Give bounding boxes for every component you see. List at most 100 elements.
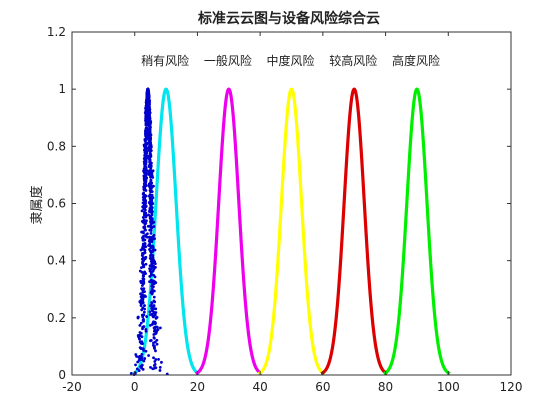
y-tick-label: 1 — [58, 82, 66, 96]
cloud-drop — [148, 280, 151, 284]
cloud-drop — [142, 157, 146, 161]
cloud-drop — [152, 273, 156, 277]
y-tick-label: 0 — [58, 368, 66, 382]
cloud-drop — [142, 359, 146, 363]
cloud-curve-5 — [383, 87, 451, 376]
cloud-drop — [145, 315, 149, 318]
cloud-drop — [149, 267, 153, 271]
cloud-drop — [151, 245, 155, 249]
cloud-drop — [152, 295, 156, 299]
cloud-drop — [151, 367, 155, 371]
cloud-drop — [147, 184, 151, 188]
cloud-drop — [143, 294, 146, 298]
cloud-drop — [153, 328, 157, 331]
cloud-drop — [147, 354, 150, 357]
cloud-drop — [149, 214, 152, 218]
x-tick-label: 60 — [315, 380, 330, 394]
cloud-drop — [138, 300, 142, 304]
cloud-drop — [129, 372, 133, 375]
cloud-drop — [152, 285, 155, 289]
cloud-drop — [143, 304, 146, 307]
cloud-drop — [150, 262, 154, 266]
cloud-drop — [153, 346, 156, 350]
cloud-drop — [154, 311, 158, 314]
cloud-drop — [144, 123, 148, 127]
cloud-drop — [141, 238, 145, 242]
cloud-drop — [144, 204, 148, 208]
cloud-drop — [149, 149, 153, 152]
cloud-drop — [139, 248, 143, 252]
cloud-drop — [148, 156, 152, 160]
cloud-curve-2 — [195, 87, 263, 376]
cloud-drop — [154, 349, 157, 353]
cloud-drop — [145, 94, 149, 98]
cloud-drop — [143, 307, 146, 311]
cloud-drop — [150, 161, 153, 165]
cloud-drop — [149, 240, 153, 243]
cloud-drop — [151, 169, 155, 173]
cloud-drop — [137, 355, 141, 359]
cloud-drop — [146, 224, 150, 228]
cloud-drop — [144, 327, 148, 331]
cloud-drop — [153, 332, 157, 336]
cloud-drop — [144, 262, 148, 266]
cloud-drop — [152, 304, 156, 307]
cloud-drop — [140, 287, 143, 291]
cloud-drop — [141, 274, 145, 278]
cloud-drop — [149, 142, 153, 145]
cloud-drop — [141, 242, 145, 246]
cloud-drop — [149, 183, 153, 187]
cloud-drop — [150, 292, 154, 296]
cloud-drop — [140, 209, 144, 213]
cloud-drop — [141, 279, 145, 283]
cloud-drop — [143, 159, 147, 163]
cloud-drop — [144, 173, 147, 177]
cloud-drop — [149, 190, 152, 194]
cloud-drop — [143, 179, 147, 183]
x-tick-label: 80 — [378, 380, 393, 394]
composite-cloud-drops — [129, 87, 169, 376]
cloud-drop — [158, 365, 162, 369]
cloud-drop — [147, 171, 151, 175]
cloud-drop — [144, 154, 148, 158]
cloud-drop — [150, 283, 154, 286]
cloud-drop — [145, 104, 149, 108]
cloud-drop — [151, 237, 155, 241]
cloud-drop — [142, 265, 146, 269]
cloud-drop — [140, 352, 144, 356]
cloud-drop — [148, 197, 152, 200]
x-tick-label: 0 — [131, 380, 139, 394]
cloud-drop — [147, 102, 151, 106]
cloud-drop — [149, 199, 152, 203]
cloud-drop — [141, 192, 145, 196]
cloud-drop — [154, 358, 158, 361]
cloud-drop — [148, 201, 152, 205]
cloud-drop — [154, 366, 158, 370]
cloud-drop — [143, 248, 146, 252]
cloud-drop — [139, 321, 143, 325]
cloud-drop — [143, 162, 147, 166]
cloud-drop — [141, 201, 145, 205]
cloud-drop — [144, 215, 148, 219]
cloud-drop — [146, 91, 150, 95]
cloud-drop — [138, 324, 142, 327]
cloud-drop — [152, 356, 155, 360]
cloud-drop — [138, 340, 142, 344]
cloud-drop — [149, 205, 153, 209]
cloud-drop — [152, 320, 155, 324]
cloud-drop — [151, 234, 155, 238]
cloud-drop — [149, 133, 153, 137]
cloud-drop — [145, 151, 149, 155]
y-tick-label: 0.4 — [47, 254, 66, 268]
cloud-drop — [148, 274, 152, 278]
cloud-drop — [150, 312, 154, 316]
cloud-drop — [142, 182, 146, 186]
cloud-drop — [149, 250, 153, 254]
cloud-drop — [140, 270, 144, 274]
cloud-drop — [143, 208, 147, 212]
cloud-drop — [140, 364, 144, 368]
cloud-drop — [144, 128, 148, 132]
cloud-drop — [158, 369, 162, 372]
y-axis-label: 隶属度 — [29, 185, 45, 224]
